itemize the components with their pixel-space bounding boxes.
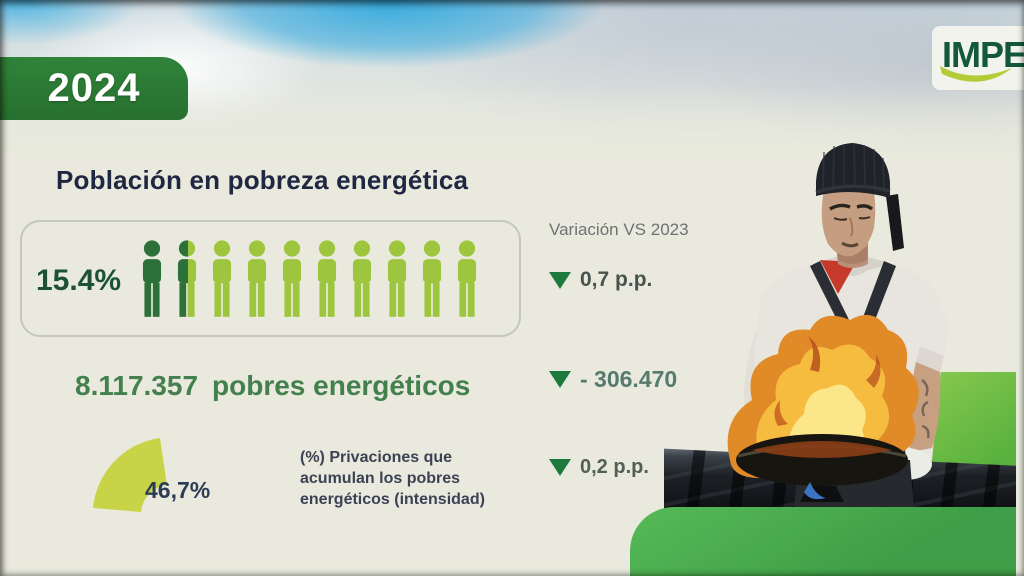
triangle-down-icon [549,459,571,476]
variation-intensity-row: 0,2 p.p. [549,456,649,479]
chef-head [815,142,891,268]
frying-pan-graphic [736,434,908,502]
year-badge: 2024 [0,57,188,120]
variation-intensity-value: 0,2 p.p. [580,456,649,478]
intensity-caption-line: (%) Privaciones que [300,449,453,466]
intensity-caption-line: energéticos (intensidad) [300,491,485,509]
logo-swoosh-icon [940,66,1012,82]
triangle-down-icon [549,371,571,388]
impe-logo: IMPE [932,26,1024,90]
intensity-caption-line: acumulan los pobres [300,470,461,488]
pictogram-row [140,240,479,318]
intensity-caption: (%) Privaciones que acumulan los pobres … [300,447,485,510]
person-icon [282,240,302,317]
variation-rate-value: 0,7 p.p. [580,268,653,291]
energy-poor-count-label: pobres energéticos [212,370,471,401]
page-title: Población en pobreza energética [56,165,469,195]
variation-rate-row: 0,7 p.p. [549,268,652,292]
red-kerchief [820,260,856,294]
person-icon [247,240,267,317]
person-icon [457,240,477,317]
poverty-rate-box [20,220,521,337]
bottom-green-band [630,507,1016,576]
impe-logo-text: IMPE [942,34,1024,75]
triangle-down-icon [549,271,571,289]
chef-cooking-image [727,142,948,512]
person-icon [387,240,407,317]
intensity-arc [93,438,167,512]
poverty-rate-value: 15.4% [36,264,122,297]
person-icon [422,240,442,317]
energy-poor-count-line: 8.117.357 pobres energéticos [75,370,470,402]
variation-header: Variación VS 2023 [549,220,689,239]
variation-count-row: - 306.470 [549,366,677,393]
person-icon [142,240,162,317]
person-icon [317,240,337,317]
energy-poor-count-value: 8.117.357 [75,370,199,401]
year-badge-label: 2024 [47,66,141,110]
intensity-value: 46,7% [145,477,211,503]
variation-count-value: - 306.470 [580,366,678,392]
person-icon [352,240,372,317]
person-icon [212,240,232,317]
person-icon [177,240,197,317]
flame-graphic [727,314,919,478]
